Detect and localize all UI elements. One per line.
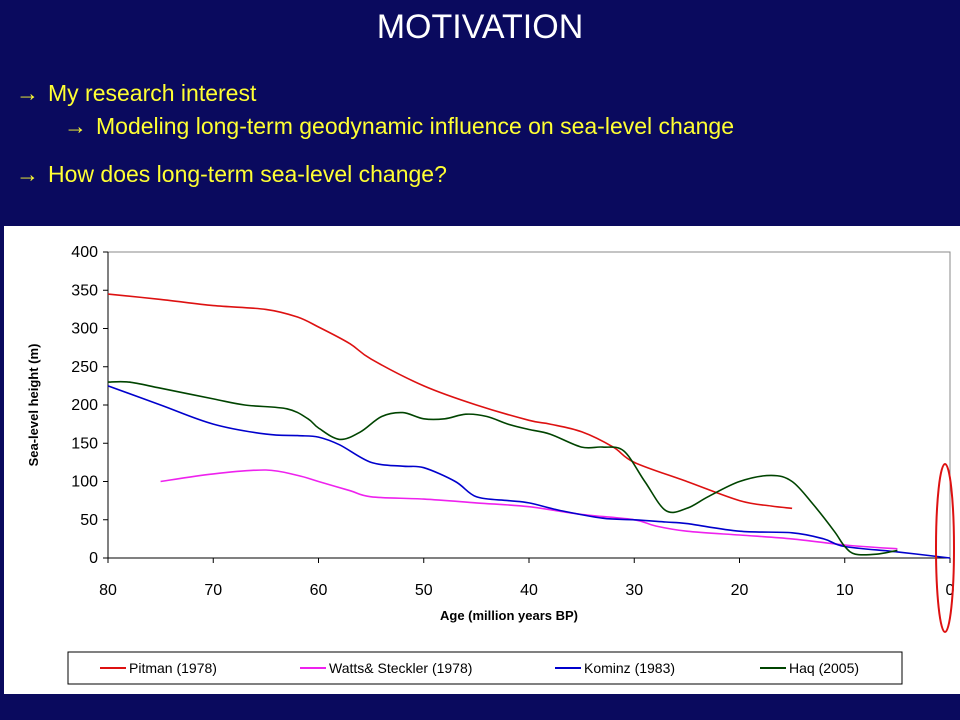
legend-label: Watts& Steckler (1978) [329, 660, 472, 676]
x-tick-label: 60 [310, 582, 328, 599]
legend-label: Pitman (1978) [129, 660, 217, 676]
bullet-modeling: → Modeling long-term geodynamic influence… [64, 113, 734, 140]
x-tick-label: 30 [625, 582, 643, 599]
bullet-research-interest: → My research interest [16, 80, 256, 107]
y-tick-label: 100 [71, 474, 98, 491]
series-line-watts-steckler-1978 [160, 469, 898, 550]
x-tick-label: 80 [99, 582, 117, 599]
series-line-kominz-1983 [107, 385, 951, 559]
x-tick-label: 20 [731, 582, 749, 599]
legend-label: Kominz (1983) [584, 660, 675, 676]
arrow-right-icon: → [64, 113, 87, 139]
slide-title: MOTIVATION [376, 8, 584, 46]
series-layer [107, 293, 951, 559]
arrow-right-icon: → [16, 80, 39, 106]
bullet-text: How does long-term sea-level change? [48, 161, 447, 187]
highlight-ellipse [935, 463, 955, 633]
y-tick-label: 400 [71, 244, 98, 261]
bullet-text: My research interest [48, 80, 257, 106]
arrow-right-icon: → [16, 161, 39, 187]
x-axis-label: Age (million years BP) [440, 608, 578, 623]
x-tick-label: 0 [946, 582, 955, 599]
x-tick-label: 70 [204, 582, 222, 599]
bullet-question: → How does long-term sea-level change? [16, 161, 447, 188]
y-tick-label: 350 [71, 282, 98, 299]
y-tick-label: 200 [71, 397, 98, 414]
x-tick-label: 10 [836, 582, 854, 599]
y-tick-label: 150 [71, 435, 98, 452]
series-line-pitman-1978 [107, 293, 793, 510]
series-line-haq-2005 [107, 380, 898, 556]
y-tick-label: 0 [89, 550, 98, 567]
y-tick-label: 50 [80, 512, 98, 529]
bullet-text: Modeling long-term geodynamic influence … [96, 113, 734, 139]
x-tick-label: 40 [520, 582, 538, 599]
legend-label: Haq (2005) [789, 660, 859, 676]
plot-area [107, 251, 951, 559]
x-tick-label: 50 [415, 582, 433, 599]
legend: Pitman (1978) Watts& Steckler (1978) Komin… [100, 660, 859, 676]
y-tick-label: 300 [71, 321, 98, 338]
y-axis-label: Sea-level height (m) [26, 344, 41, 467]
y-tick-label: 250 [71, 359, 98, 376]
